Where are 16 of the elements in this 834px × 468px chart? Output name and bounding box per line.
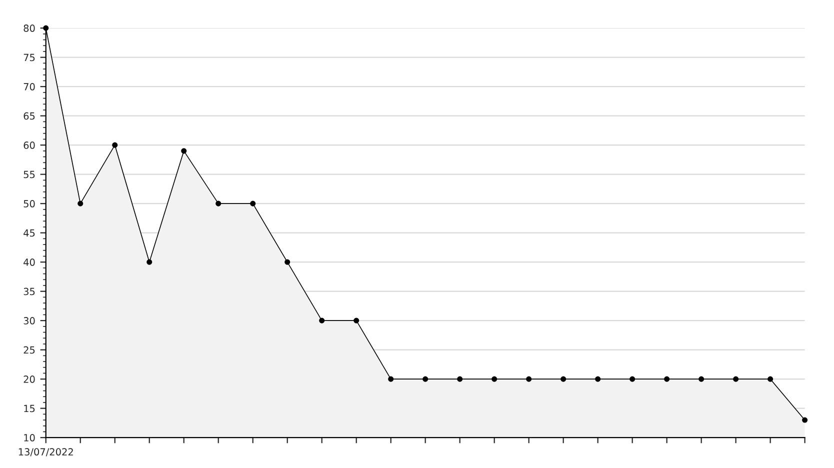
y-tick-label: 65 (24, 112, 35, 120)
y-tick-label: 40 (24, 258, 35, 266)
y-tick-label: 15 (24, 404, 35, 412)
y-tick-label: 10 (24, 434, 35, 442)
y-tick-label: 55 (24, 170, 35, 178)
y-tick-label: 45 (24, 229, 35, 237)
y-tick-label: 60 (24, 142, 35, 149)
y-tick-label: 50 (24, 200, 35, 208)
y-tick-label: 25 (24, 346, 35, 354)
y-tick-label: 75 (24, 54, 35, 62)
y-tick-label: 35 (24, 288, 35, 296)
x-tick-label: 13/07/2022 (18, 448, 73, 456)
y-tick-label: 80 (24, 24, 35, 32)
y-tick-label: 70 (24, 83, 35, 90)
y-tick-label: 20 (24, 376, 35, 383)
y-tick-label: 30 (24, 317, 35, 324)
